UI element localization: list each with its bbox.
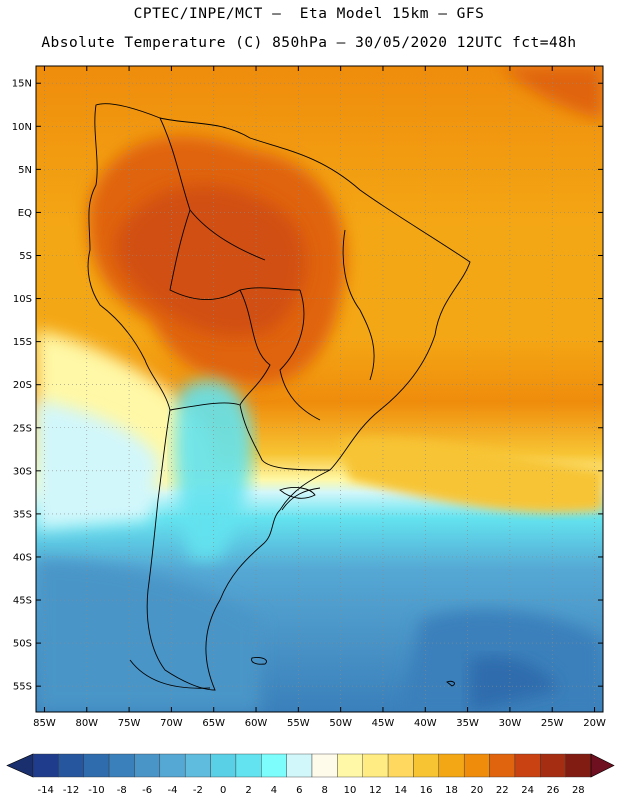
lon-label: 75W	[118, 718, 141, 729]
lat-label: 5S	[19, 251, 32, 262]
lat-label: 10N	[12, 122, 32, 133]
colorbar-swatch	[362, 753, 389, 778]
lat-label: 30S	[13, 466, 32, 477]
colorbar-swatch	[159, 753, 186, 778]
lon-label: 25W	[541, 718, 564, 729]
colorbar-high-arrow	[590, 753, 615, 778]
colorbar-swatch	[540, 753, 566, 778]
colorbar-swatch	[235, 753, 262, 778]
lat-label: 45S	[13, 596, 32, 607]
color-scale-labels: -14 -12 -10 -8 -6 -4 -2 0 2 4 6 8 10 12 14 16 18 20 22 24 26…	[38, 785, 585, 796]
lon-label: 35W	[456, 718, 479, 729]
colorbar-label: 10	[344, 785, 357, 796]
colorbar-swatch	[387, 753, 414, 778]
colorbar-swatch	[58, 753, 84, 778]
colorbar-swatch	[438, 753, 465, 778]
colorbar-swatch	[463, 753, 490, 778]
colorbar-swatch	[108, 753, 135, 778]
lon-label: 65W	[202, 718, 225, 729]
lon-label: 30W	[499, 718, 522, 729]
temperature-field	[36, 66, 603, 712]
lon-label: 80W	[75, 718, 98, 729]
lat-label: 35S	[13, 509, 32, 520]
map-frame	[35, 65, 604, 713]
colorbar-low-arrow	[6, 753, 34, 778]
colorbar-label: 16	[420, 785, 433, 796]
colorbar-label: 26	[547, 785, 560, 796]
lat-label: 10S	[13, 294, 32, 305]
colorbar-swatch	[337, 753, 363, 778]
colorbar-label: 2	[245, 785, 251, 796]
lat-label: 20S	[13, 380, 32, 391]
colorbar-label: 22	[496, 785, 509, 796]
colorbar-label: 8	[321, 785, 327, 796]
colorbar-swatch	[83, 753, 110, 778]
lon-label: 40W	[414, 718, 437, 729]
colorbar-label: -8	[117, 785, 127, 796]
title-line-1: CPTEC/INPE/MCT – Eta Model 15km – GFS	[133, 6, 485, 22]
colorbar-label: -10	[88, 785, 104, 796]
colorbar-label: -12	[63, 785, 79, 796]
colorbar-label: 14	[394, 785, 407, 796]
colorbar-swatch	[413, 753, 440, 778]
coastlines	[87, 103, 471, 691]
latitude-labels: 15N 10N 5N EQ 5S 10S 15S 20S 25S 30S 35S 40S 45S 50S 5…	[12, 79, 32, 693]
colorbar-swatch	[286, 753, 313, 778]
colorbar-swatch	[489, 753, 516, 778]
lon-label: 60W	[245, 718, 268, 729]
colorbar-swatch	[261, 753, 287, 778]
colorbar-label: 6	[296, 785, 302, 796]
lat-label: EQ	[18, 208, 32, 219]
lat-label: 50S	[13, 639, 32, 650]
colorbar-label: 24	[521, 785, 534, 796]
colorbar-swatch	[32, 753, 59, 778]
axis-ticks	[36, 66, 603, 712]
colorbar-swatch	[134, 753, 161, 778]
colorbar-swatch	[210, 753, 237, 778]
colorbar-label: 20	[470, 785, 483, 796]
lon-label: 85W	[33, 718, 56, 729]
longitude-labels: 85W 80W 75W 70W 65W 60W 55W 50W 45W 40W 35W 30W 25W 2…	[33, 718, 606, 729]
lat-label: 25S	[13, 423, 32, 434]
lat-label: 55S	[13, 682, 32, 693]
color-scale	[6, 753, 615, 778]
lat-label: 40S	[13, 552, 32, 563]
colorbar-label: 0	[220, 785, 226, 796]
lon-label: 45W	[372, 718, 395, 729]
colorbar-label: -6	[142, 785, 152, 796]
title-line-2: Absolute Temperature (C) 850hPa – 30/05/…	[41, 35, 577, 51]
colorbar-label: 12	[369, 785, 382, 796]
colorbar-label: -2	[193, 785, 203, 796]
colorbar-label: -4	[168, 785, 178, 796]
colorbar-swatch	[565, 753, 592, 778]
colorbar-label: 18	[445, 785, 458, 796]
colorbar-label: 4	[271, 785, 277, 796]
colorbar-swatch	[514, 753, 541, 778]
graticule	[36, 66, 603, 712]
lon-label: 20W	[583, 718, 606, 729]
colorbar-swatch	[184, 753, 211, 778]
lon-label: 70W	[160, 718, 183, 729]
lat-label: 15N	[12, 79, 32, 90]
lat-label: 15S	[13, 337, 32, 348]
lon-label: 55W	[287, 718, 310, 729]
colorbar-label: -14	[38, 785, 54, 796]
colorbar-swatch	[311, 753, 338, 778]
colorbar-label: 28	[572, 785, 585, 796]
lat-label: 5N	[18, 165, 32, 176]
lon-label: 50W	[329, 718, 352, 729]
